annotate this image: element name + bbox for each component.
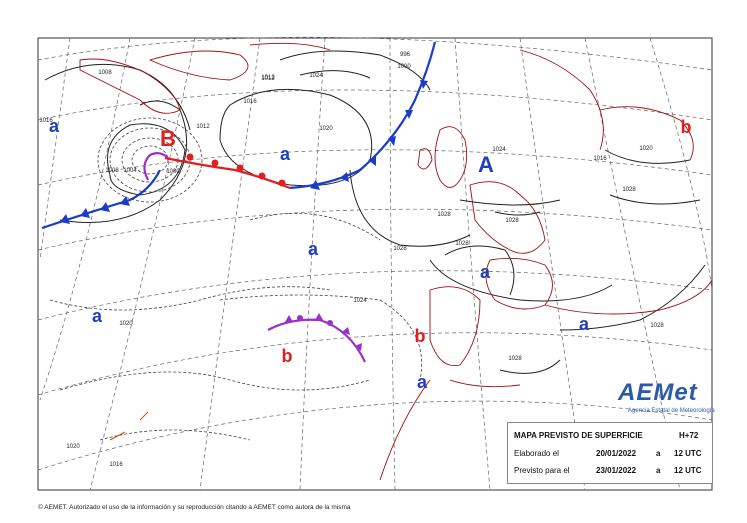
high-label: a [280, 144, 291, 164]
isobar-label: 1028 [508, 356, 522, 362]
elaborado-label: Elaborado el [514, 449, 559, 458]
forecast-info-box: MAPA PREVISTO DE SUPERFICIE H+72 Elabora… [507, 422, 713, 484]
isobar-label: 1000 [166, 169, 180, 175]
isobar-label: 1012 [196, 124, 210, 130]
elaborado-date: 20/01/2022 [596, 449, 637, 458]
graticule [37, 36, 713, 491]
isobar-label: 1008 [98, 70, 112, 76]
isobar-label: 1028 [650, 323, 664, 329]
isobar-label: 1028 [455, 241, 469, 247]
high-label: a [92, 306, 103, 326]
info-title-row: MAPA PREVISTO DE SUPERFICIE H+72 [514, 431, 706, 443]
logo-name: AEMet [618, 379, 698, 406]
elaborado-row: Elaborado el 20/01/2022 a 12 UTC [514, 449, 706, 461]
isobar-label: 996 [400, 52, 411, 58]
isobar-label: 1008 [105, 168, 119, 174]
high-label: a [308, 239, 319, 259]
low-pressure-center: B [160, 126, 176, 151]
elaborado-time: 12 UTC [674, 449, 702, 458]
previsto-time: 12 UTC [674, 466, 702, 475]
isobar-label: 1028 [437, 212, 451, 218]
isobar-label: 1000 [397, 64, 411, 70]
high-label: a [480, 262, 491, 282]
isobar-label: 1016 [109, 462, 123, 468]
low-label: b [681, 117, 692, 137]
isobar-label: 1028 [622, 187, 636, 193]
logo-subtitle: Agencia Estatal de Meteorología [628, 408, 715, 414]
pressure-systems: B A a a a a a a a b b b [49, 116, 692, 392]
isobar-label: 1012 [261, 76, 275, 82]
coastlines [79, 42, 713, 481]
previsto-a: a [656, 466, 661, 475]
isobars-dashed [49, 117, 423, 441]
isobar-label: 1012 [261, 75, 275, 81]
low-label: b [415, 326, 426, 346]
front-occluded [143, 151, 366, 363]
isobar-label: 1024 [492, 147, 506, 153]
forecast-range: H+72 [679, 431, 699, 440]
copyright-footer: © AEMET. Autorizado el uso de la informa… [38, 504, 351, 511]
high-label: a [579, 314, 590, 334]
previsto-label: Previsto para el [514, 466, 570, 475]
isobar-label: 1016 [243, 99, 257, 105]
elaborado-a: a [656, 449, 661, 458]
front-cold [41, 41, 437, 230]
isobar-label: 1020 [119, 321, 133, 327]
isobar-label: 1024 [309, 73, 323, 79]
front-warm [164, 153, 291, 190]
isobar-label: 1020 [319, 126, 333, 132]
high-label: a [417, 372, 428, 392]
high-label: a [49, 116, 60, 136]
aemet-logo: AEMet Agencia Estatal de Meteorología [618, 379, 716, 419]
previsto-row: Previsto para el 23/01/2022 a 12 UTC [514, 466, 706, 478]
previsto-date: 23/01/2022 [596, 466, 637, 475]
isobar-label: 1016 [593, 156, 607, 162]
map-frame [37, 37, 713, 491]
isobar-label: 1028 [505, 218, 519, 224]
isobar-labels: 1008 1012 1016 1020 1024 1028 1008 1004 … [39, 52, 664, 468]
isobar-label: 1024 [353, 298, 367, 304]
isobar-label: 1020 [639, 146, 653, 152]
high-pressure-center: A [478, 152, 494, 177]
isobar-label: 1016 [39, 118, 53, 124]
map-title: MAPA PREVISTO DE SUPERFICIE [514, 431, 643, 440]
isobar-label: 1004 [123, 168, 137, 174]
orange-marks [109, 411, 149, 441]
isobar-label: 1028 [393, 246, 407, 252]
low-label: b [282, 346, 293, 366]
isobar-label: 1020 [66, 444, 80, 450]
